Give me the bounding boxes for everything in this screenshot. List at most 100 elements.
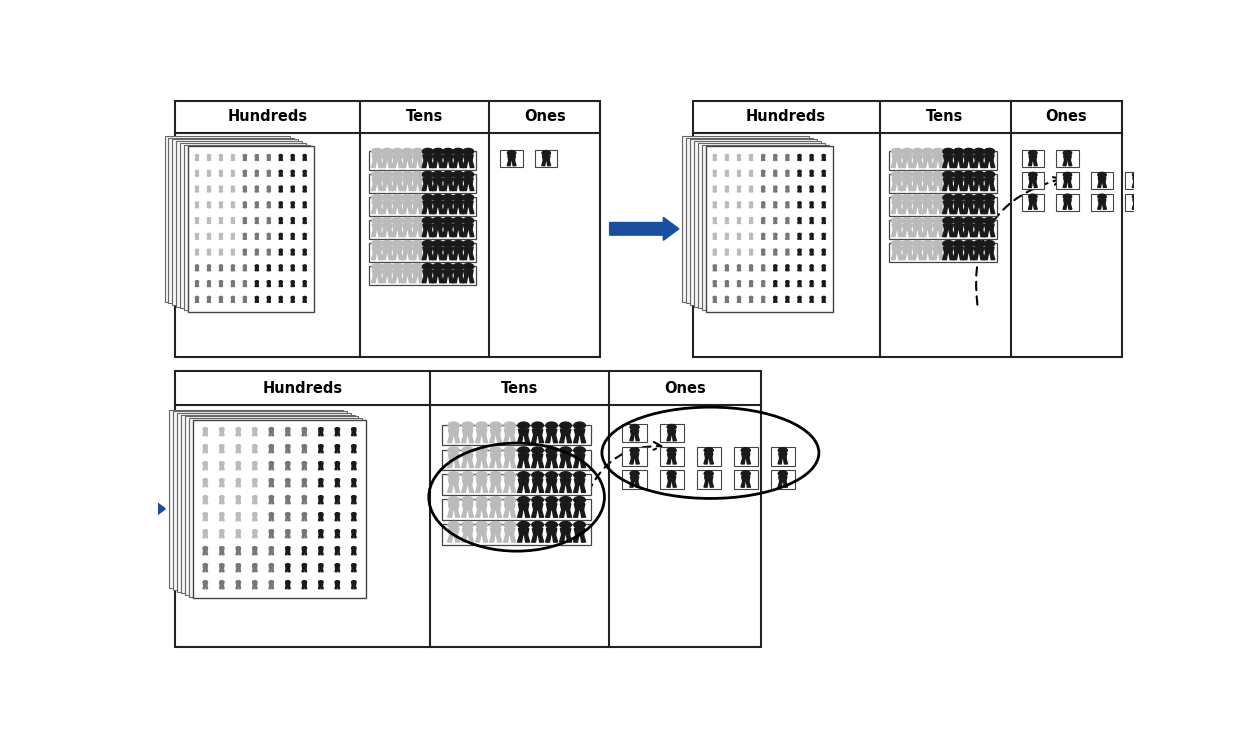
Polygon shape xyxy=(483,485,488,492)
Polygon shape xyxy=(547,479,557,485)
Polygon shape xyxy=(575,454,585,460)
Polygon shape xyxy=(762,157,765,158)
Polygon shape xyxy=(714,237,717,239)
Polygon shape xyxy=(714,269,717,271)
Circle shape xyxy=(726,265,728,267)
Polygon shape xyxy=(302,583,306,586)
Circle shape xyxy=(798,233,801,235)
Polygon shape xyxy=(302,253,305,255)
Circle shape xyxy=(1028,194,1037,199)
Polygon shape xyxy=(354,450,357,453)
Polygon shape xyxy=(433,201,442,207)
Polygon shape xyxy=(352,484,354,486)
Polygon shape xyxy=(319,586,320,589)
Polygon shape xyxy=(504,436,509,442)
Polygon shape xyxy=(750,300,751,302)
Polygon shape xyxy=(286,549,290,552)
Polygon shape xyxy=(335,430,339,433)
Polygon shape xyxy=(209,300,210,302)
Polygon shape xyxy=(546,535,551,542)
Polygon shape xyxy=(775,174,777,176)
Polygon shape xyxy=(464,155,474,160)
Circle shape xyxy=(280,186,282,188)
Polygon shape xyxy=(203,501,205,504)
Polygon shape xyxy=(504,485,509,492)
Polygon shape xyxy=(740,158,741,160)
Polygon shape xyxy=(750,204,752,206)
Circle shape xyxy=(382,195,393,201)
Polygon shape xyxy=(286,467,287,470)
Polygon shape xyxy=(496,535,501,542)
Circle shape xyxy=(532,422,543,429)
Polygon shape xyxy=(338,433,340,436)
Circle shape xyxy=(219,186,223,188)
Polygon shape xyxy=(408,276,413,283)
Polygon shape xyxy=(727,222,728,224)
Polygon shape xyxy=(483,436,488,442)
Polygon shape xyxy=(942,230,948,236)
Bar xyxy=(369,174,476,193)
Polygon shape xyxy=(321,568,324,571)
Circle shape xyxy=(442,148,454,154)
Polygon shape xyxy=(1172,182,1176,187)
Polygon shape xyxy=(476,529,486,535)
Circle shape xyxy=(335,495,340,498)
Polygon shape xyxy=(270,515,273,518)
Polygon shape xyxy=(459,253,464,260)
Polygon shape xyxy=(222,237,223,239)
Circle shape xyxy=(236,580,241,583)
Circle shape xyxy=(392,218,403,224)
Polygon shape xyxy=(547,429,557,436)
Polygon shape xyxy=(219,533,224,535)
Polygon shape xyxy=(243,237,244,239)
Polygon shape xyxy=(286,498,290,501)
Polygon shape xyxy=(255,518,257,521)
Polygon shape xyxy=(304,204,306,206)
Circle shape xyxy=(219,296,223,298)
Polygon shape xyxy=(810,269,811,271)
Polygon shape xyxy=(319,450,320,453)
Polygon shape xyxy=(726,157,728,158)
Circle shape xyxy=(741,471,750,476)
Polygon shape xyxy=(750,298,752,300)
Polygon shape xyxy=(454,178,462,184)
Polygon shape xyxy=(751,174,752,176)
Polygon shape xyxy=(432,184,437,190)
Polygon shape xyxy=(267,174,268,176)
Polygon shape xyxy=(726,269,727,271)
Circle shape xyxy=(252,462,257,464)
Polygon shape xyxy=(504,454,515,460)
Polygon shape xyxy=(286,583,290,586)
Circle shape xyxy=(402,218,413,224)
Polygon shape xyxy=(461,510,467,517)
Polygon shape xyxy=(302,549,306,552)
Polygon shape xyxy=(984,207,989,213)
Circle shape xyxy=(798,170,801,172)
Polygon shape xyxy=(195,269,197,271)
Polygon shape xyxy=(788,222,789,224)
Polygon shape xyxy=(784,481,788,487)
Circle shape xyxy=(402,172,413,178)
Polygon shape xyxy=(338,552,340,555)
Circle shape xyxy=(302,495,306,498)
Polygon shape xyxy=(774,269,775,271)
Polygon shape xyxy=(268,433,271,436)
Circle shape xyxy=(726,201,728,204)
Polygon shape xyxy=(959,253,964,260)
Circle shape xyxy=(412,148,423,154)
Polygon shape xyxy=(912,247,922,253)
Polygon shape xyxy=(335,433,336,436)
Polygon shape xyxy=(786,283,789,284)
Text: Hundreds: Hundreds xyxy=(746,110,827,125)
Polygon shape xyxy=(352,465,355,467)
Polygon shape xyxy=(222,568,224,571)
Polygon shape xyxy=(252,484,255,486)
Polygon shape xyxy=(219,549,224,552)
Polygon shape xyxy=(335,448,339,450)
Circle shape xyxy=(252,445,257,448)
Circle shape xyxy=(302,427,306,430)
Circle shape xyxy=(546,521,557,528)
Circle shape xyxy=(219,462,224,464)
Polygon shape xyxy=(219,253,220,255)
Polygon shape xyxy=(352,535,354,538)
